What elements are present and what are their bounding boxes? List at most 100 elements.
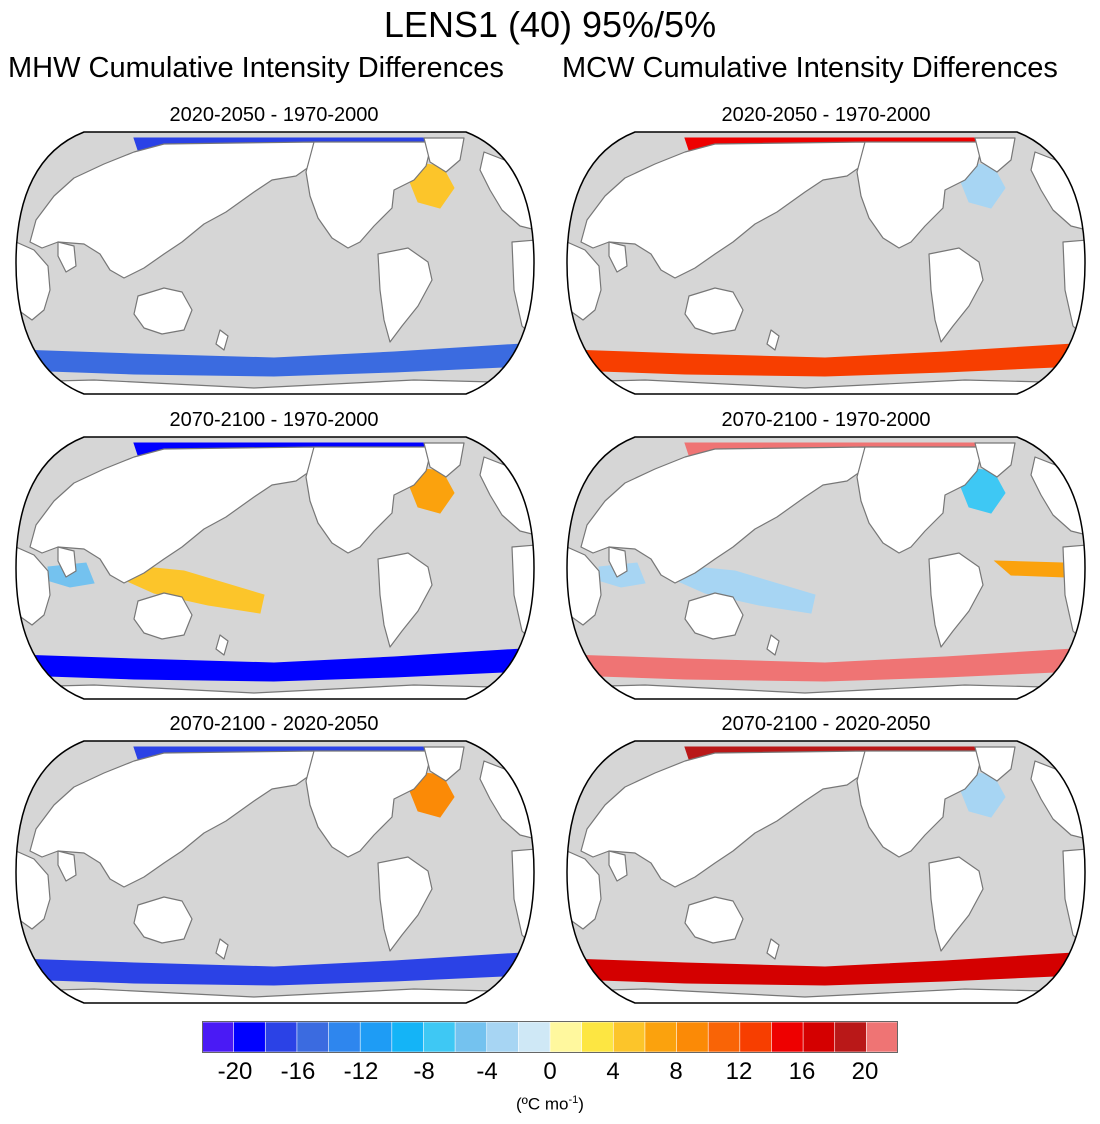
land-antarctica [16, 379, 534, 394]
anomaly-indian [598, 562, 646, 588]
colorbar-tick-label: 0 [543, 1058, 557, 1085]
land-india [608, 850, 628, 882]
colorbar-swatch [486, 1021, 520, 1053]
land-northamerica [305, 446, 433, 554]
map-outline [566, 740, 1086, 1004]
anomaly-indian [47, 562, 95, 588]
map-outline [15, 131, 535, 395]
land-australia [684, 287, 744, 335]
colorbar-swatch [739, 1021, 773, 1053]
land-eurasia [29, 750, 317, 888]
colorbar-swatch [612, 1021, 646, 1053]
map-panel-mcw-2020-2050-vs-1970-2000 [566, 131, 1086, 395]
colorbar-swatch [264, 1021, 298, 1053]
colorbar-tick-label: 12 [725, 1058, 753, 1085]
land-greenland [423, 746, 465, 782]
map-content [567, 741, 1085, 1003]
land-africa [567, 241, 602, 321]
land-northamerica [856, 141, 984, 249]
land-antarctica [567, 988, 1085, 1003]
land-northamerica [856, 446, 984, 554]
land-australia [684, 896, 744, 944]
land-eurasia [29, 141, 317, 279]
panel-title: 2070-2100 - 2020-2050 [169, 713, 379, 735]
land-newzealand [215, 634, 229, 656]
column-title-mcw: MCW Cumulative Intensity Differences [562, 52, 1058, 84]
colorbar-swatch [359, 1021, 393, 1053]
map-content [16, 741, 534, 1003]
colorbar-units: (ºC mo-1) [0, 1094, 1100, 1115]
land-newzealand [766, 329, 780, 351]
colorbar-swatch [202, 1021, 235, 1053]
colorbar [202, 1021, 898, 1053]
land-india [57, 241, 77, 273]
land-eurasia [29, 446, 317, 584]
land-southamerica [377, 856, 433, 952]
land-africa [567, 850, 602, 930]
map-panel-mhw-2020-2050-vs-1970-2000 [15, 131, 535, 395]
land-africa [567, 546, 602, 626]
land-southamerica [928, 552, 984, 648]
land-northamerica [856, 750, 984, 858]
land-newzealand [215, 329, 229, 351]
land-greenland [974, 746, 1016, 782]
colorbar-border [202, 1021, 898, 1053]
map-outline [566, 436, 1086, 700]
panel-title: 2070-2100 - 1970-2000 [721, 409, 931, 431]
panel-title: 2070-2100 - 2020-2050 [721, 713, 931, 735]
colorbar-swatch [423, 1021, 456, 1053]
colorbar-tick-label: -12 [343, 1058, 379, 1085]
map-panel-mhw-2070-2100-vs-2020-2050 [15, 740, 535, 1004]
land-greenland [974, 137, 1016, 173]
colorbar-tick-label: 16 [788, 1058, 816, 1085]
map-content [16, 132, 534, 394]
land-northamerica [305, 750, 433, 858]
panel-title: 2020-2050 - 1970-2000 [721, 104, 931, 126]
land-africa [16, 241, 51, 321]
land-greenland [423, 137, 465, 173]
land-australia [133, 287, 193, 335]
colorbar-swatch [644, 1021, 678, 1053]
land-australia [133, 896, 193, 944]
colorbar-tick-label: 8 [669, 1058, 683, 1085]
units-exponent: -1 [568, 1094, 579, 1106]
land-southamerica [377, 247, 433, 343]
land-newzealand [215, 938, 229, 960]
land-india [57, 546, 77, 578]
map-outline [15, 740, 535, 1004]
land-africa [16, 850, 51, 930]
land-eurasia [580, 750, 868, 888]
colorbar-swatch [391, 1021, 425, 1053]
colorbar-swatch [296, 1021, 330, 1053]
land-newzealand [766, 634, 780, 656]
land-india [608, 546, 628, 578]
colorbar-tick-label: 4 [606, 1058, 620, 1085]
units-prefix: (ºC mo [516, 1094, 569, 1114]
land-newzealand [766, 938, 780, 960]
land-southamerica [928, 247, 984, 343]
panel-title: 2070-2100 - 1970-2000 [169, 409, 379, 431]
figure-title: LENS1 (40) 95%/5% [383, 4, 717, 45]
colorbar-tick-label: -16 [280, 1058, 316, 1085]
land-southamerica [928, 856, 984, 952]
colorbar-swatch [518, 1021, 551, 1053]
map-panel-mhw-2070-2100-vs-1970-2000 [15, 436, 535, 700]
land-india [57, 850, 77, 882]
map-outline [15, 436, 535, 700]
land-eurasia [580, 446, 868, 584]
map-content [16, 437, 534, 699]
colorbar-swatch [771, 1021, 804, 1053]
land-antarctica [16, 684, 534, 699]
land-southamerica [377, 552, 433, 648]
land-australia [684, 592, 744, 640]
colorbar-swatch [802, 1021, 836, 1053]
colorbar-swatch [676, 1021, 709, 1053]
map-panel-mcw-2070-2100-vs-2020-2050 [566, 740, 1086, 1004]
land-greenland [423, 442, 465, 478]
land-antarctica [567, 684, 1085, 699]
column-title-mhw: MHW Cumulative Intensity Differences [8, 52, 504, 84]
colorbar-swatch [549, 1021, 583, 1053]
units-suffix: ) [578, 1094, 584, 1114]
land-antarctica [567, 379, 1085, 394]
map-content [567, 132, 1085, 394]
